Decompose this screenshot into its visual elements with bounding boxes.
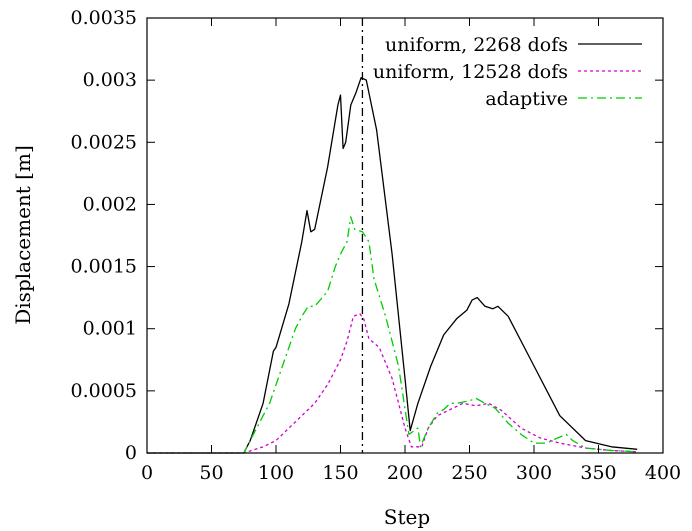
y-tick-label: 0.001 [83, 318, 137, 340]
series-line-2 [147, 216, 638, 454]
y-tick-label: 0.003 [83, 69, 137, 91]
x-tick-label: 200 [387, 462, 423, 484]
axes-layer: 0 50 100 150 200 250 300 350 400 0 0.0005 0.001 0.00… [71, 7, 682, 484]
legend: uniform, 2268 dofs uniform, 12528 dofs ada… [373, 34, 642, 110]
legend-label-2: adaptive [485, 88, 568, 110]
series-layer [147, 18, 638, 454]
y-tick-label: 0 [125, 442, 137, 464]
x-tick-label: 50 [199, 462, 223, 484]
y-tick-label: 0.0005 [71, 380, 137, 402]
legend-label-0: uniform, 2268 dofs [385, 34, 568, 56]
y-tick-label: 0.0025 [71, 131, 137, 153]
x-tick-label: 250 [451, 462, 487, 484]
x-tick-label: 0 [141, 462, 153, 484]
y-tick-label: 0.0035 [71, 7, 137, 29]
x-tick-label: 400 [645, 462, 681, 484]
y-tick-label: 0.0015 [71, 256, 137, 278]
x-tick-label: 100 [258, 462, 294, 484]
series-line-0 [147, 77, 638, 454]
y-axis-label: Displacement [m] [11, 145, 35, 325]
series-line-1 [147, 313, 638, 454]
x-tick-label: 150 [322, 462, 358, 484]
legend-label-1: uniform, 12528 dofs [373, 61, 568, 83]
x-tick-label: 300 [516, 462, 552, 484]
plot-frame [146, 17, 664, 454]
x-axis-label: Step [384, 505, 430, 529]
y-tick-label: 0.002 [83, 193, 137, 215]
x-tick-label: 350 [580, 462, 616, 484]
